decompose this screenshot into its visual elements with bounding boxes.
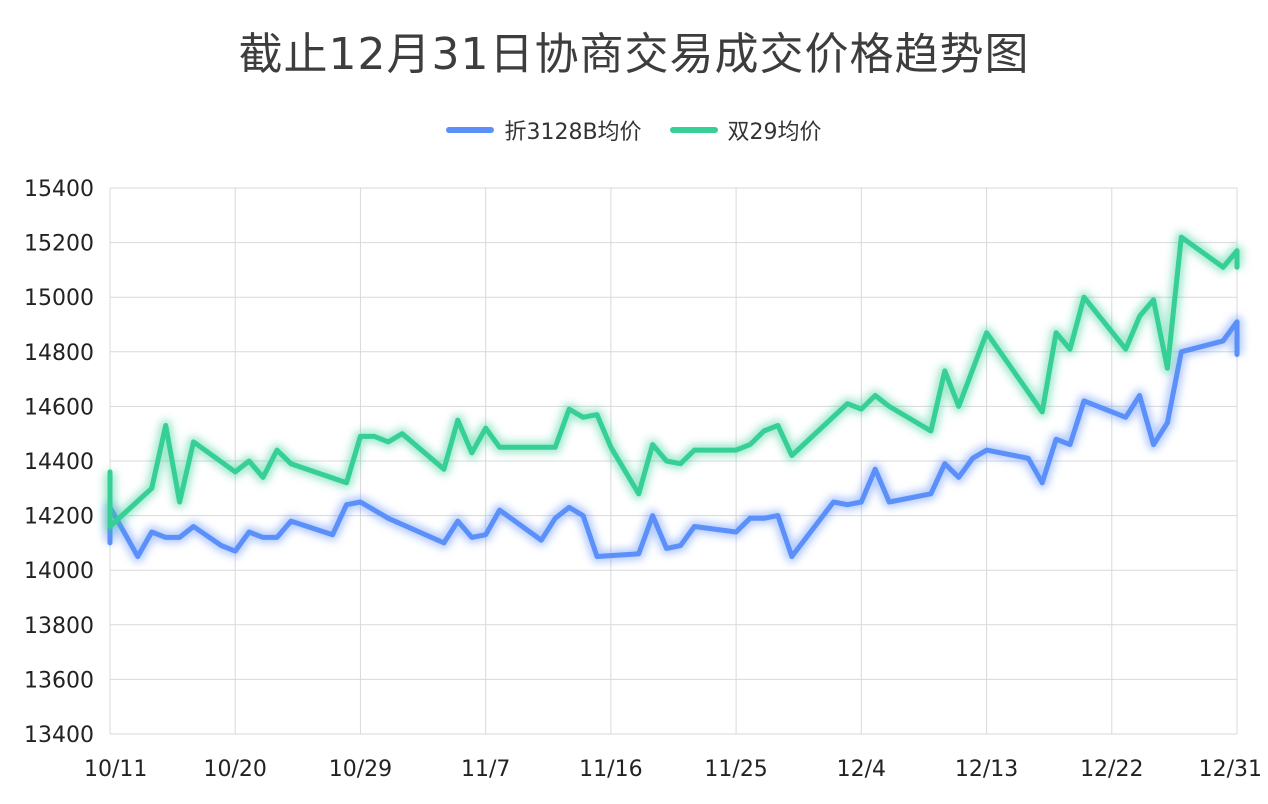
- legend-item-series-1[interactable]: 折3128B均价: [446, 114, 642, 146]
- x-tick-label: 11/7: [461, 757, 510, 782]
- y-tick-label: 14400: [24, 450, 94, 475]
- y-tick-label: 13600: [24, 668, 94, 693]
- series-1-line: [107, 319, 1240, 559]
- series-2-glow: [104, 231, 1243, 533]
- axis-labels: 13400 13600 13800 14000 14200 14400 14600 14800…: [24, 177, 1262, 782]
- y-tick-label: 15200: [24, 232, 94, 257]
- y-tick-label: 15400: [24, 177, 94, 202]
- y-tick-label: 14200: [24, 505, 94, 530]
- x-tick-label: 12/31: [1199, 757, 1262, 782]
- x-tick-label: 12/22: [1080, 757, 1143, 782]
- x-tick-label: 10/29: [329, 757, 392, 782]
- y-tick-label: 14000: [24, 559, 94, 584]
- y-tick-label: 14600: [24, 395, 94, 420]
- x-tick-label: 12/13: [955, 757, 1018, 782]
- legend-label-series-2: 双29均价: [727, 120, 822, 145]
- x-tick-label: 10/20: [204, 757, 267, 782]
- series-lines: [104, 231, 1243, 563]
- y-tick-label: 13800: [24, 614, 94, 639]
- series-2-line: [107, 234, 1240, 529]
- legend: 折3128B均价 双29均价: [0, 114, 1268, 146]
- y-tick-label: 13400: [24, 723, 94, 748]
- legend-swatch-series-1: [446, 127, 495, 133]
- legend-swatch-series-2: [669, 127, 718, 133]
- y-tick-label: 14800: [24, 341, 94, 366]
- x-tick-label: 11/25: [704, 757, 767, 782]
- legend-label-series-1: 折3128B均价: [504, 120, 642, 145]
- x-tick-label: 10/11: [84, 757, 147, 782]
- y-tick-label: 15000: [24, 286, 94, 311]
- x-tick-label: 12/4: [837, 757, 886, 782]
- x-tick-label: 11/16: [579, 757, 642, 782]
- series-1-glow: [104, 315, 1243, 563]
- legend-item-series-2[interactable]: 双29均价: [669, 114, 822, 146]
- chart-title: 截止12月31日协商交易成交价格趋势图: [238, 29, 1030, 80]
